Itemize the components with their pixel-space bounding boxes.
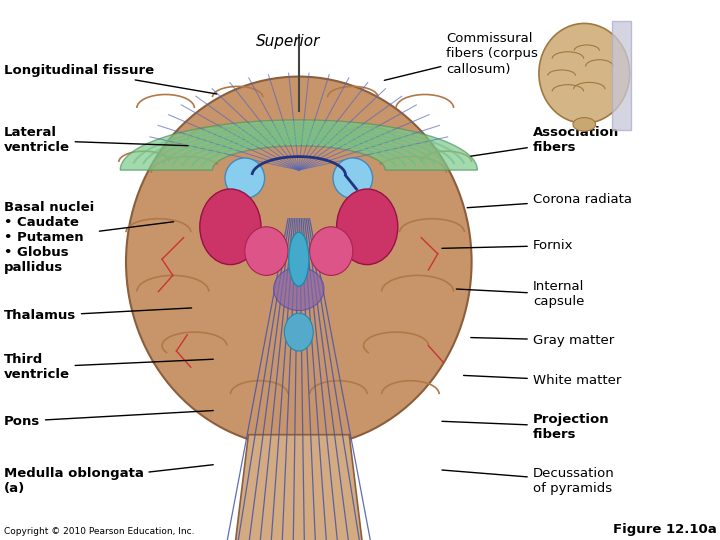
Text: Association
fibers: Association fibers — [471, 126, 619, 156]
Text: White matter: White matter — [464, 374, 621, 387]
Ellipse shape — [573, 118, 595, 131]
Text: Fornix: Fornix — [442, 239, 573, 252]
Text: Lateral
ventricle: Lateral ventricle — [4, 126, 188, 154]
Ellipse shape — [333, 158, 373, 199]
Ellipse shape — [245, 227, 288, 275]
Text: Figure 12.10a: Figure 12.10a — [613, 523, 716, 536]
Text: Corona radiata: Corona radiata — [467, 193, 632, 208]
Polygon shape — [612, 21, 631, 130]
Polygon shape — [234, 435, 364, 540]
Ellipse shape — [336, 189, 397, 265]
Text: Decussation
of pyramids: Decussation of pyramids — [442, 467, 615, 495]
Polygon shape — [120, 120, 477, 170]
Text: Superior: Superior — [256, 33, 320, 49]
Ellipse shape — [289, 232, 309, 286]
Ellipse shape — [225, 158, 265, 199]
Text: Commissural
fibers (corpus
callosum): Commissural fibers (corpus callosum) — [384, 32, 539, 80]
Text: Basal nuclei
• Caudate
• Putamen
• Globus
pallidus: Basal nuclei • Caudate • Putamen • Globu… — [4, 201, 174, 274]
Ellipse shape — [284, 313, 313, 351]
Ellipse shape — [126, 77, 472, 447]
Ellipse shape — [310, 227, 353, 275]
Text: Projection
fibers: Projection fibers — [442, 413, 609, 441]
Ellipse shape — [199, 189, 261, 265]
Ellipse shape — [539, 23, 629, 123]
Ellipse shape — [274, 267, 324, 310]
Text: Copyright © 2010 Pearson Education, Inc.: Copyright © 2010 Pearson Education, Inc. — [4, 526, 194, 536]
Text: Longitudinal fissure: Longitudinal fissure — [4, 64, 217, 94]
Text: Internal
capsule: Internal capsule — [456, 280, 584, 308]
Text: Third
ventricle: Third ventricle — [4, 353, 213, 381]
Text: Pons: Pons — [4, 410, 213, 428]
Text: Gray matter: Gray matter — [471, 334, 614, 347]
Text: Thalamus: Thalamus — [4, 308, 192, 322]
Text: Medulla oblongata
(a): Medulla oblongata (a) — [4, 465, 213, 495]
